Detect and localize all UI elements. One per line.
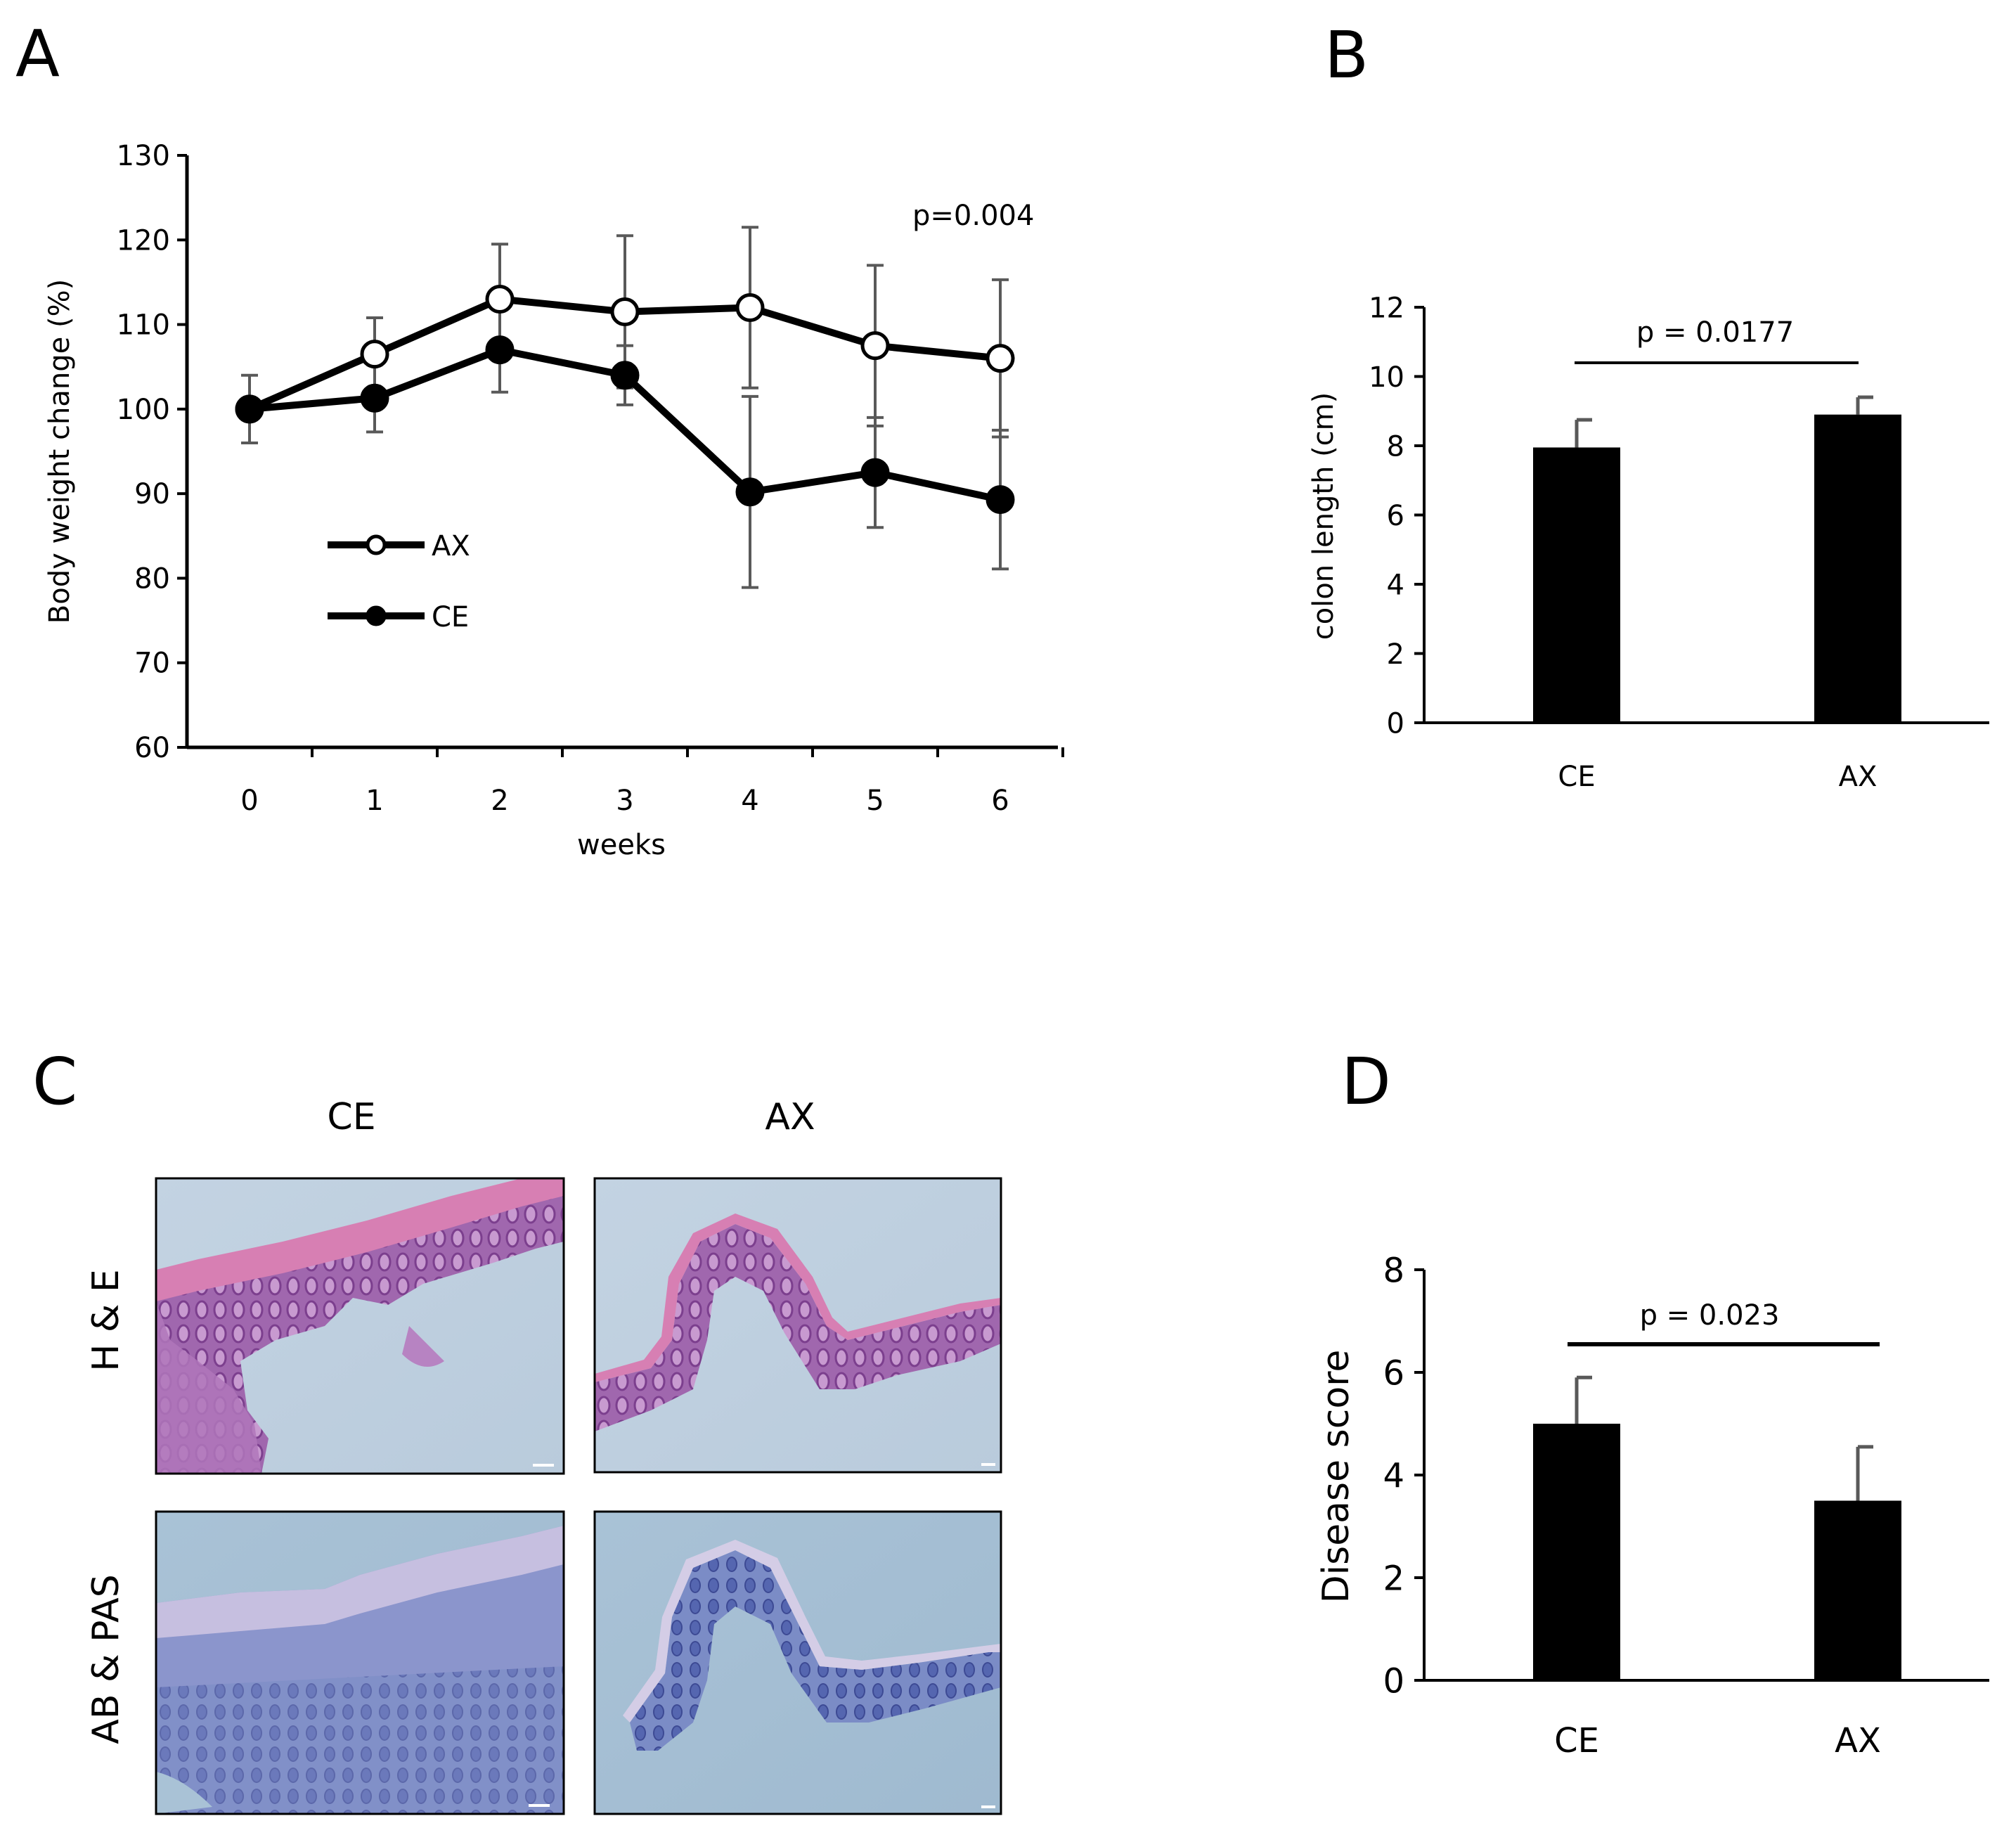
x-category-label-ce: CE xyxy=(1558,761,1595,793)
bar-ce xyxy=(1533,1424,1620,1680)
bar-ax xyxy=(1814,414,1901,723)
chart-d-p-value: p = 0.023 xyxy=(1640,1299,1780,1332)
chart-b-ylabel: colon length (cm) xyxy=(1307,392,1340,640)
data-point-ce xyxy=(986,485,1015,515)
y-tick-label: 8 xyxy=(1383,1251,1404,1290)
legend-ax-marker xyxy=(366,534,387,555)
micrograph-ce-he xyxy=(155,1177,565,1475)
x-tick-label: 6 xyxy=(991,785,1009,817)
x-category-label-ax: AX xyxy=(1835,1721,1881,1760)
data-point-ce xyxy=(485,335,515,365)
histology-col-ax: AX xyxy=(765,1096,815,1138)
y-tick-label: 0 xyxy=(1383,1661,1404,1701)
y-tick-label: 4 xyxy=(1387,569,1404,601)
y-tick-label: 8 xyxy=(1387,430,1404,463)
data-point-ce xyxy=(735,477,765,507)
y-tick-label: 80 xyxy=(134,562,170,595)
data-point-ax xyxy=(735,293,765,323)
y-tick-label: 6 xyxy=(1383,1353,1404,1393)
y-tick-label: 70 xyxy=(134,648,170,680)
y-tick-label: 100 xyxy=(117,394,170,426)
y-tick-label: 2 xyxy=(1387,638,1404,671)
chart-d-disease-score: 0 2 4 6 8 CE AX Disease score p = 0.023 xyxy=(1315,1251,1989,1760)
x-tick-label: 5 xyxy=(866,785,884,817)
y-tick-label: 120 xyxy=(117,224,170,257)
x-tick-label: 1 xyxy=(366,785,383,817)
x-category-label-ce: CE xyxy=(1554,1721,1599,1760)
micrograph-ax-he xyxy=(593,1177,1002,1474)
chart-a-legend: AX CE xyxy=(328,530,470,633)
data-point-ax xyxy=(860,331,890,361)
data-point-ce xyxy=(610,361,640,390)
x-tick-label: 0 xyxy=(240,785,258,817)
micrograph-ce-abpas xyxy=(155,1510,565,1815)
histology-row-he: H & E xyxy=(85,1269,127,1372)
histology-col-ce: CE xyxy=(327,1096,375,1138)
panel-label-d: D xyxy=(1341,1044,1391,1119)
legend-ce-label: CE xyxy=(432,601,469,633)
y-tick-label: 6 xyxy=(1387,500,1404,532)
data-point-ce xyxy=(360,383,389,413)
panel-label-c: C xyxy=(32,1044,77,1119)
data-point-ax xyxy=(610,297,640,327)
y-tick-label: 12 xyxy=(1369,292,1404,324)
y-tick-label: 90 xyxy=(134,478,170,510)
micrograph-ax-abpas xyxy=(593,1510,1002,1815)
panel-label-a: A xyxy=(15,16,60,91)
bar-ce xyxy=(1533,447,1620,723)
x-tick-label: 4 xyxy=(741,785,758,817)
data-point-ce xyxy=(860,458,890,487)
data-point-ax xyxy=(360,340,389,369)
histology-row-abpas: AB & PAS xyxy=(85,1574,127,1744)
y-tick-label: 0 xyxy=(1387,707,1404,740)
chart-b-colon-length: 0 2 4 6 8 10 12 CE AX colon length (cm) p = 0.0… xyxy=(1307,292,1989,793)
x-tick-label: 2 xyxy=(491,785,508,817)
y-tick-label: 110 xyxy=(117,309,170,342)
panel-label-b: B xyxy=(1324,18,1369,93)
data-point-ce xyxy=(235,394,264,424)
y-tick-label: 60 xyxy=(134,732,170,764)
y-tick-label: 10 xyxy=(1369,361,1404,394)
chart-a-xlabel: weeks xyxy=(577,829,666,861)
x-category-label-ax: AX xyxy=(1839,761,1878,793)
chart-d-ylabel: Disease score xyxy=(1315,1350,1357,1604)
y-tick-label: 2 xyxy=(1383,1559,1404,1598)
chart-a-p-value: p=0.004 xyxy=(912,200,1034,232)
legend-ce-marker xyxy=(366,605,387,626)
y-tick-label: 130 xyxy=(117,140,170,172)
data-point-ax xyxy=(986,344,1015,373)
y-tick-label: 4 xyxy=(1383,1456,1404,1495)
data-point-ax xyxy=(485,284,515,314)
chart-b-p-value: p = 0.0177 xyxy=(1636,316,1794,349)
chart-a-body-weight: 60 70 80 90 100 110 120 130 0 1 2 3 4 5 6 weeks Body … xyxy=(44,140,1064,861)
chart-a-ylabel: Body weight change (%) xyxy=(44,279,76,624)
x-tick-label: 3 xyxy=(616,785,633,817)
bar-ax xyxy=(1814,1500,1901,1680)
legend-ax-label: AX xyxy=(432,530,470,562)
